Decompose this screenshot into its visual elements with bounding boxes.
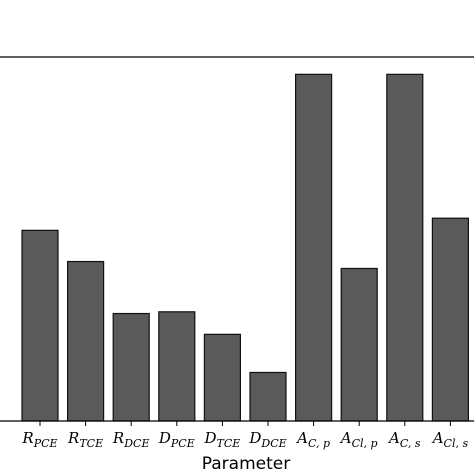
x-axis-label: Parameter [202,454,290,474]
bar-7 [340,267,378,422]
x-tick-group: RPCE RTCE RDCE DPCE DTCE DDCE AC, p ACl, p AC, s… [21,421,468,450]
x-tick-label-1: RTCE [67,429,103,450]
x-tick-label-0: RPCE [21,429,57,450]
x-tick-label-4: DTCE [203,429,240,450]
bar-9 [431,217,469,422]
x-tick-label-6: AC, p [295,429,330,450]
bar-6 [295,73,333,422]
bar-0 [21,229,59,422]
x-tick-label-7: ACl, p [339,429,378,450]
x-tick-label-8: AC, s [387,429,421,450]
bar-2 [112,312,150,422]
bar-1 [66,260,105,422]
x-tick-label-5: DDCE [248,429,286,450]
x-tick-label-2: RDCE [112,429,150,450]
bar-8 [386,73,424,422]
bar-3 [158,311,196,422]
bar-5 [249,371,287,422]
x-tick-label-9: ACl, s [431,429,469,450]
bar-group [21,73,469,422]
bar-4 [203,333,241,422]
x-tick-label-3: DPCE [158,429,195,450]
